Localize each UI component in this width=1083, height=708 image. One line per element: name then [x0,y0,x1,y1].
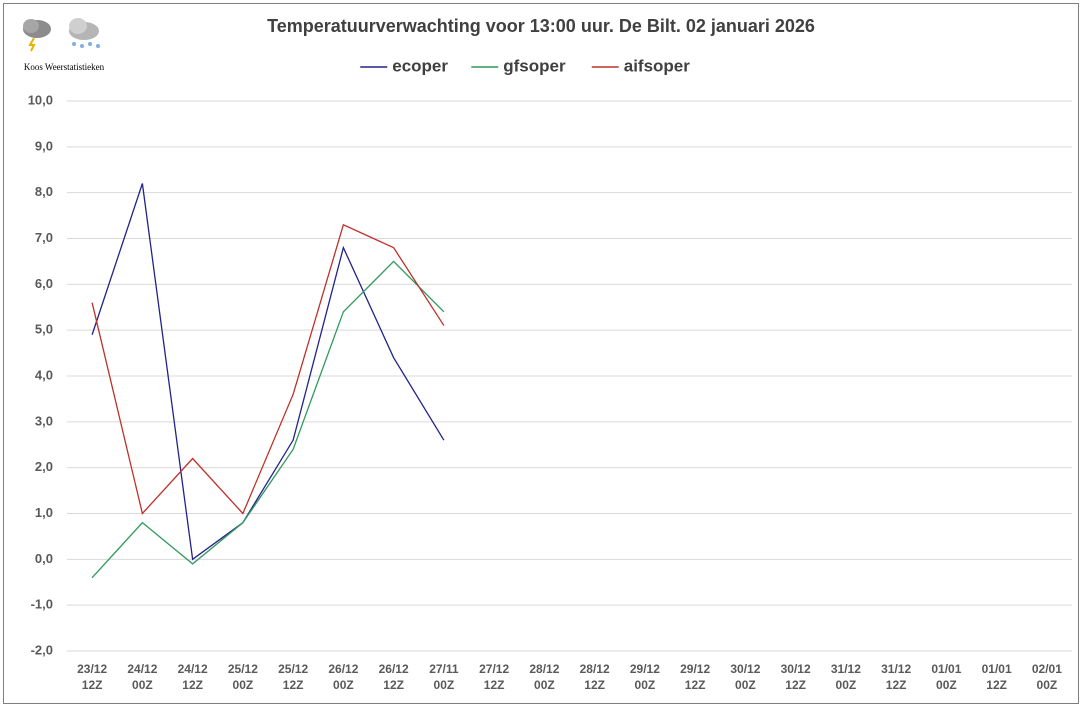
x-tick-label: 29/12 12Z [680,662,711,692]
legend-label: ecoper [392,56,448,75]
x-tick-label: 28/12 00Z [529,662,560,692]
x-tick-label: 23/12 12Z [77,662,108,692]
x-tick-label: 01/01 12Z [981,662,1012,692]
x-tick-label: 27/12 12Z [479,662,510,692]
legend-label: aifsoper [624,56,691,75]
x-tick-label: 01/01 00Z [931,662,962,692]
legend-label: gfsoper [503,56,566,75]
y-tick-label: 0,0 [35,551,53,566]
y-tick-label: 1,0 [35,505,53,520]
y-tick-label: 2,0 [35,459,53,474]
x-tick-label: 31/12 12Z [881,662,912,692]
x-tick-label: 24/12 12Z [177,662,208,692]
x-tick-label: 24/12 00Z [127,662,158,692]
y-tick-label: 10,0 [28,92,53,107]
y-tick-label: 4,0 [35,367,53,382]
frame [3,3,1079,704]
x-tick-label: 25/12 00Z [227,662,258,692]
x-tick-label: 26/12 00Z [328,662,359,692]
x-tick-label: 02/01 00Z [1031,662,1062,692]
x-tick-label: 30/12 00Z [730,662,761,692]
x-tick-label: 31/12 00Z [830,662,861,692]
chart-title: Temperatuurverwachting voor 13:00 uur. D… [267,16,815,36]
y-tick-label: 9,0 [35,138,53,153]
logo [23,18,100,52]
y-tick-label: 7,0 [35,230,53,245]
series-line [91,260,445,579]
x-tick-label: 28/12 12Z [579,662,610,692]
x-tick-label: 25/12 12Z [278,662,309,692]
y-tick-label: -1,0 [31,597,53,612]
y-tick-label: 5,0 [35,322,53,337]
y-tick-label: 6,0 [35,276,53,291]
source: Koos Weerstatistieken [24,62,105,72]
x-tick-label: 26/12 12Z [378,662,409,692]
x-tick-label: 27/11 00Z [429,662,459,692]
x-tick-label: 30/12 12Z [780,662,811,692]
series-line [91,223,445,515]
y-tick-label: 3,0 [35,413,53,428]
y-tick-label: -2,0 [31,642,53,657]
series-line [91,183,445,561]
y-tick-label: 8,0 [35,184,53,199]
x-tick-label: 29/12 00Z [629,662,660,692]
